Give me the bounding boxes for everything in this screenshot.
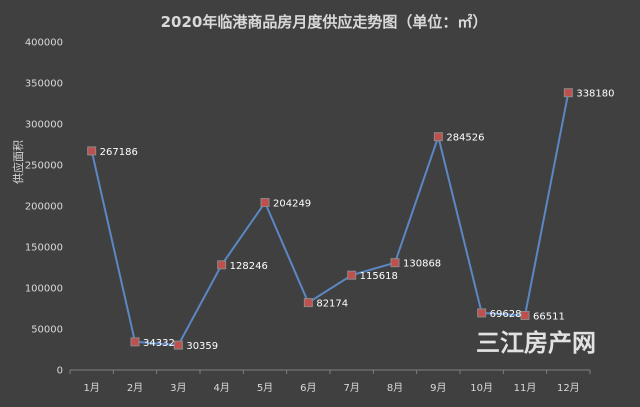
data-point-marker bbox=[217, 260, 227, 270]
x-tick-label: 8月 bbox=[387, 382, 403, 394]
data-point-marker bbox=[173, 340, 183, 350]
x-tick-label: 10月 bbox=[470, 382, 493, 394]
data-label: 130868 bbox=[403, 259, 441, 270]
x-tick-label: 6月 bbox=[300, 382, 316, 394]
y-tick-label: 50000 bbox=[31, 325, 63, 336]
data-label: 115618 bbox=[360, 271, 398, 282]
data-point-marker bbox=[260, 198, 270, 208]
data-label: 204249 bbox=[273, 199, 311, 210]
x-tick-label: 9月 bbox=[430, 382, 446, 394]
data-label: 30359 bbox=[186, 341, 218, 352]
x-tick-label: 7月 bbox=[343, 382, 359, 394]
y-tick-label: 0 bbox=[57, 366, 63, 377]
data-point-marker bbox=[130, 337, 140, 347]
data-point-marker bbox=[390, 258, 400, 268]
data-label: 338180 bbox=[576, 89, 614, 100]
y-tick-label: 150000 bbox=[25, 243, 63, 254]
data-point-marker bbox=[433, 132, 443, 142]
data-labels: 267186 34332 30359 128246 204249 82174 115618 1… bbox=[100, 89, 615, 352]
data-label: 267186 bbox=[100, 147, 138, 158]
data-point-marker bbox=[347, 270, 357, 280]
data-point-marker bbox=[477, 308, 487, 318]
data-label: 284526 bbox=[446, 133, 484, 144]
chart-title: 2020年临港商品房月度供应走势图（单位：㎡） bbox=[161, 13, 488, 31]
x-tick-label: 4月 bbox=[213, 382, 229, 394]
data-label: 128246 bbox=[230, 261, 268, 272]
y-tick-label: 350000 bbox=[25, 79, 63, 90]
x-tick-label: 3月 bbox=[170, 382, 186, 394]
y-tick-label: 200000 bbox=[25, 202, 63, 213]
x-tick-label: 5月 bbox=[257, 382, 273, 394]
x-tick-label: 12月 bbox=[557, 382, 580, 394]
data-label: 82174 bbox=[316, 299, 348, 310]
data-markers bbox=[87, 88, 573, 350]
series-line bbox=[90, 92, 570, 347]
y-axis-title: 供应面积 bbox=[11, 140, 25, 184]
y-axis-ticks: 0 50000 100000 150000 200000 250000 300000 3500… bbox=[25, 38, 63, 377]
data-point-marker bbox=[87, 146, 97, 156]
y-tick-label: 400000 bbox=[25, 38, 63, 49]
data-label: 69628 bbox=[490, 309, 522, 320]
data-point-marker bbox=[563, 88, 573, 98]
y-tick-label: 300000 bbox=[25, 120, 63, 131]
x-tick-label: 1月 bbox=[83, 382, 99, 394]
data-point-marker bbox=[303, 298, 313, 308]
x-axis-ticks: 1月 2月 3月 4月 5月 6月 7月 8月 9月 10月 11月 12月 bbox=[69, 370, 591, 394]
y-tick-label: 100000 bbox=[25, 284, 63, 295]
data-label: 66511 bbox=[533, 311, 565, 322]
x-tick-label: 11月 bbox=[514, 382, 537, 394]
x-tick-label: 2月 bbox=[127, 382, 143, 394]
watermark-logo: 三江房产网 bbox=[476, 329, 596, 357]
data-point-marker bbox=[520, 310, 530, 320]
data-label: 34332 bbox=[143, 338, 175, 349]
y-tick-label: 250000 bbox=[25, 161, 63, 172]
